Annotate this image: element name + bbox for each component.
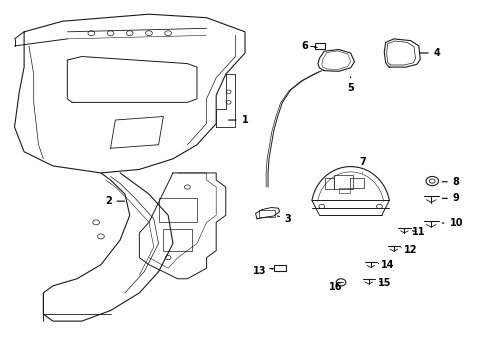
Text: 1: 1 <box>228 115 248 125</box>
Bar <box>274 265 286 271</box>
Text: 11: 11 <box>412 227 426 237</box>
Bar <box>325 178 334 189</box>
Text: 15: 15 <box>377 278 391 288</box>
Bar <box>159 198 197 222</box>
Text: 5: 5 <box>347 77 354 93</box>
Bar <box>163 229 192 251</box>
Text: 2: 2 <box>105 196 124 206</box>
Text: 10: 10 <box>442 218 463 228</box>
Text: 8: 8 <box>442 177 460 187</box>
Bar <box>334 175 353 189</box>
Text: 14: 14 <box>378 260 395 270</box>
Bar <box>339 189 350 193</box>
Bar <box>315 44 325 49</box>
Text: 12: 12 <box>401 245 417 255</box>
Text: 16: 16 <box>328 282 342 292</box>
Text: 3: 3 <box>277 214 292 224</box>
Bar <box>259 210 275 217</box>
Text: 9: 9 <box>442 193 460 203</box>
Text: 7: 7 <box>359 157 366 173</box>
Text: 6: 6 <box>302 41 317 51</box>
Text: 4: 4 <box>420 48 441 58</box>
Text: 13: 13 <box>253 266 273 276</box>
Bar <box>350 178 364 189</box>
